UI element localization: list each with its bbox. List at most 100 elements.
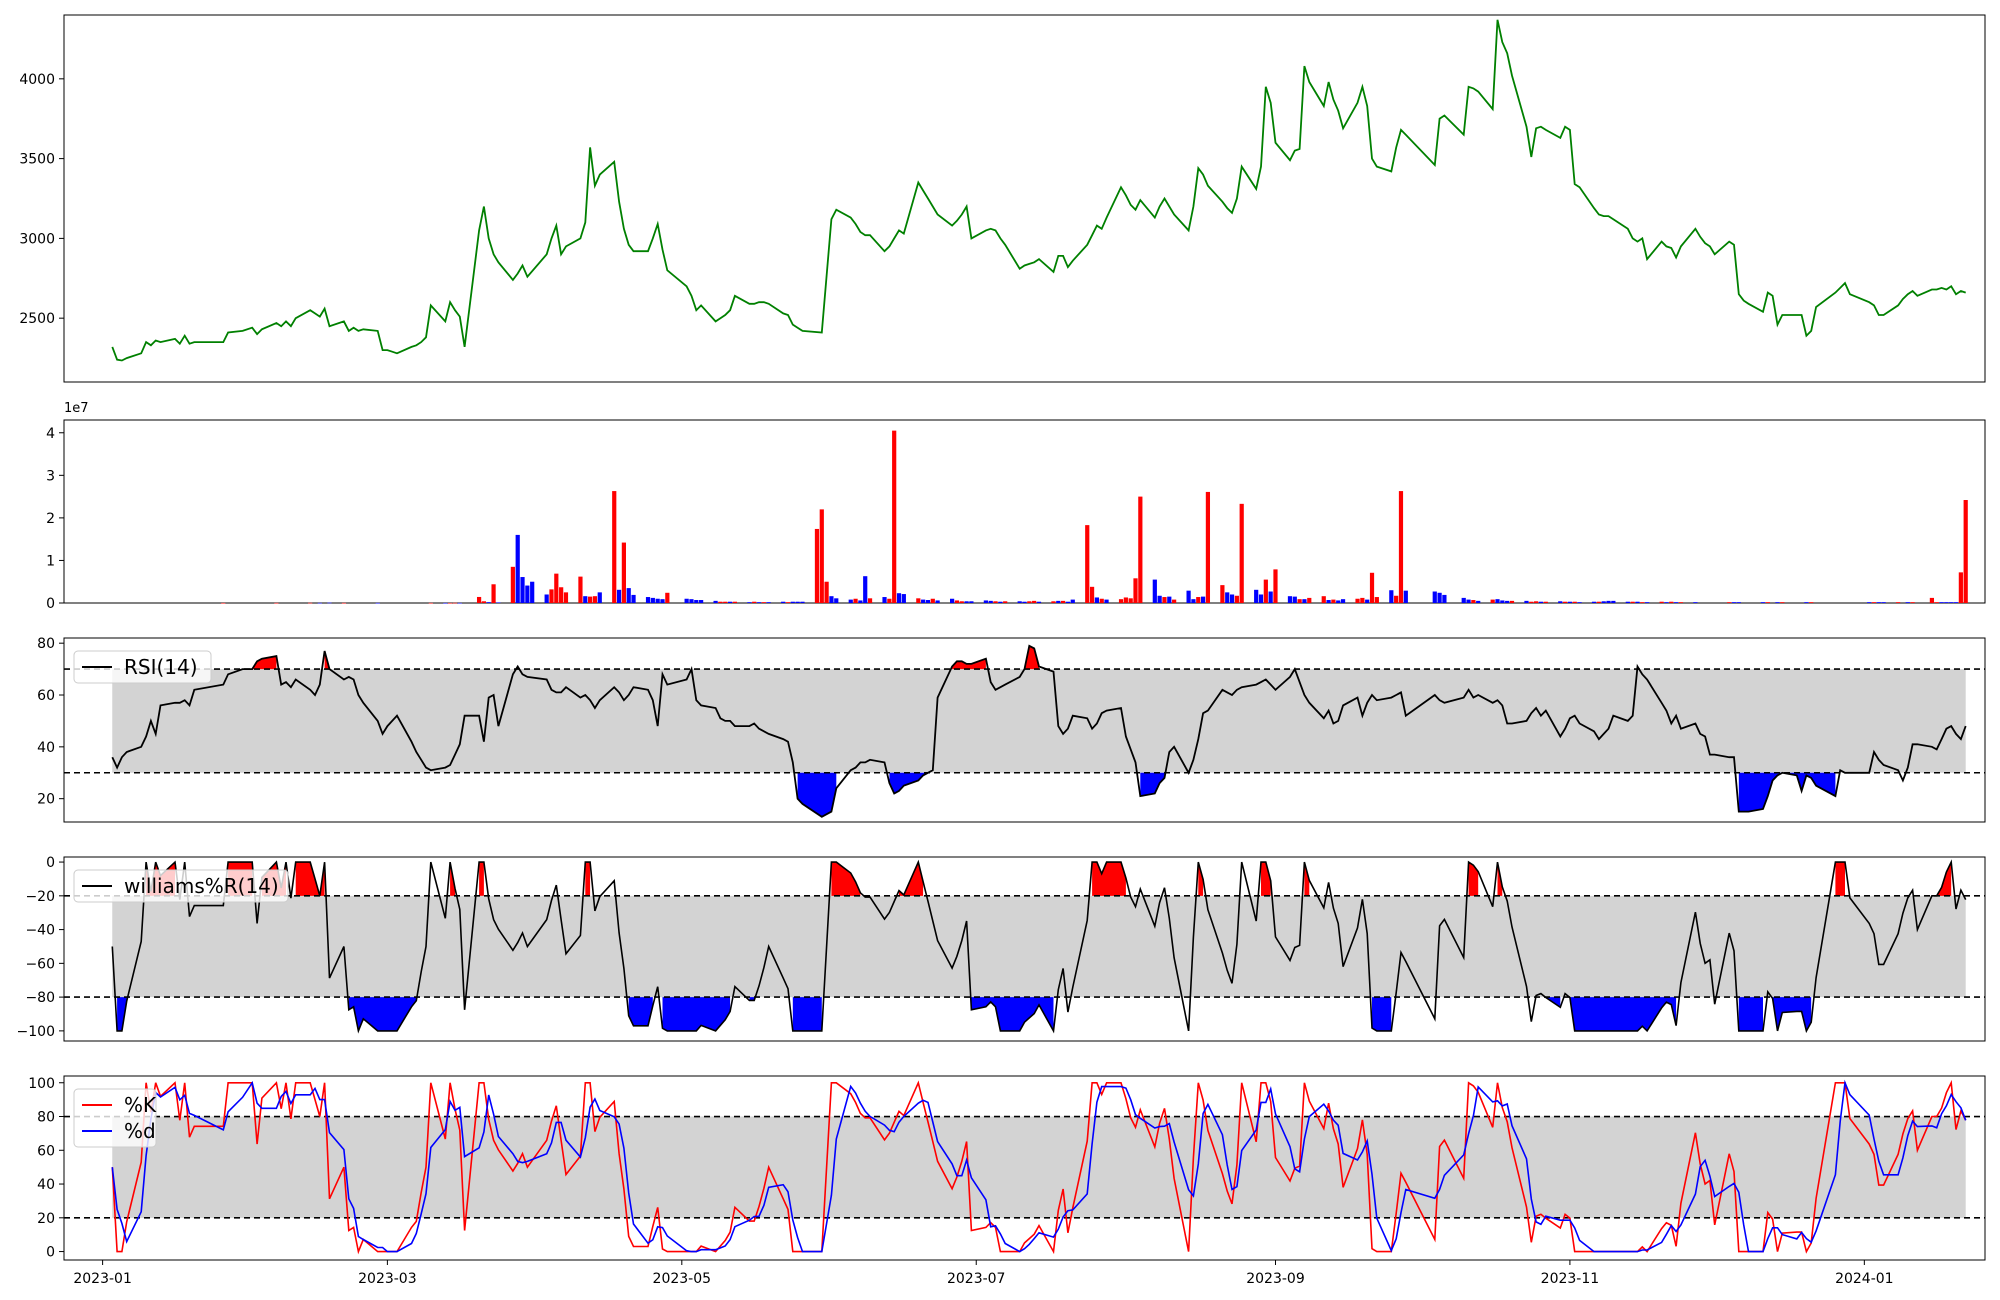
williams-oversold-fill (117, 997, 127, 1031)
volume-bar (1659, 601, 1664, 603)
volume-bar (660, 599, 665, 603)
volume-bar (1061, 600, 1066, 603)
volume-bar (1258, 594, 1264, 603)
volume-bar (896, 593, 902, 603)
volume-bar (756, 602, 762, 603)
rsi-legend-label: RSI(14) (124, 655, 198, 679)
volume-bar (1123, 597, 1128, 603)
volume-bar (1905, 602, 1910, 603)
volume-bar (544, 594, 549, 603)
volume-bar (1490, 599, 1495, 603)
volume-bar (1374, 597, 1379, 603)
xtick-label: 2023-11 (1541, 1271, 1600, 1287)
volume-bar (583, 596, 588, 603)
stochastic-legend-label: %K (124, 1093, 157, 1117)
stochastic-ytick-label: 40 (37, 1177, 55, 1193)
williams-ytick-label: −60 (25, 956, 55, 972)
williams-ytick-label: −100 (17, 1024, 55, 1040)
volume-bar (1635, 601, 1640, 603)
volume-bar (1645, 602, 1650, 603)
volume-bar (689, 599, 694, 603)
volume-bar (1669, 601, 1674, 603)
volume-bar (1809, 602, 1814, 603)
xtick-label: 2023-09 (1246, 1271, 1305, 1287)
volume-bar (1027, 601, 1032, 603)
volume-bar (530, 581, 535, 603)
volume-bar (428, 602, 433, 604)
stochastic-ytick-label: 100 (28, 1076, 55, 1092)
stochastic-d-line (111, 1079, 1967, 1253)
volume-bar (1442, 594, 1447, 603)
volume-bar (1273, 569, 1278, 603)
volume-bar (308, 602, 313, 604)
volume-bar (1939, 602, 1944, 603)
williams-axes-frame (63, 856, 1986, 1042)
volume-bar (800, 601, 805, 603)
volume-bar (732, 601, 738, 603)
volume-bar (1630, 601, 1635, 603)
volume-bar (766, 602, 771, 603)
volume-bar (1934, 602, 1939, 603)
volume-bar (858, 600, 863, 603)
williams-ytick-label: −80 (25, 990, 55, 1006)
williams-oversold-fill (1738, 997, 1763, 1031)
williams-oversold-fill (792, 997, 822, 1031)
williams-overbought-fill (1931, 862, 1952, 896)
volume-bar (718, 601, 723, 603)
volume-bar (375, 602, 380, 604)
volume-bar (341, 602, 347, 604)
volume-bar (824, 581, 829, 603)
volume-bar (1297, 599, 1302, 603)
volume-bar (930, 598, 935, 603)
volume-bar (1538, 601, 1544, 603)
volume-bar (1307, 597, 1312, 603)
volume-bar (616, 589, 622, 603)
volume-bar (983, 600, 988, 603)
volume-bar (1292, 596, 1297, 603)
volume-bar (867, 598, 873, 603)
williams-oversold-fill (1772, 997, 1812, 1031)
price-line (111, 19, 1966, 362)
volume-bar (655, 598, 660, 603)
volume-bar (887, 598, 892, 603)
volume-bar (1871, 602, 1877, 603)
price-ytick-label: 4000 (19, 72, 55, 88)
volume-bar (1760, 602, 1766, 603)
xtick-label: 2023-01 (73, 1271, 132, 1287)
volume-bar (993, 601, 998, 603)
volume-bar (1133, 578, 1138, 603)
volume-bar (829, 596, 834, 603)
volume-bar (1577, 602, 1582, 603)
volume-bar (563, 592, 569, 603)
volume-bar (1268, 591, 1273, 603)
volume-bar (1953, 602, 1959, 603)
volume-bar (481, 601, 487, 603)
williams-oversold-fill (971, 997, 1054, 1031)
volume-bar (723, 601, 728, 603)
volume-bar (1867, 602, 1872, 603)
volume-bar (819, 509, 824, 603)
rsi-ytick-label: 40 (37, 740, 55, 756)
volume-ytick-label: 4 (46, 426, 55, 442)
volume-bar (901, 594, 906, 603)
stochastic-axes-frame (63, 1075, 1986, 1261)
williams-legend-label: williams%R(14) (124, 874, 279, 898)
volume-bar (588, 596, 593, 603)
volume-bar (1321, 596, 1326, 603)
price-axes-frame (63, 14, 1986, 383)
volume-bar (848, 599, 853, 603)
volume-bar (1254, 589, 1259, 603)
volume-bar (1104, 599, 1109, 603)
volume-bar (559, 587, 564, 603)
stochastic-ytick-label: 80 (37, 1110, 55, 1126)
volume-bar (781, 601, 786, 603)
williams-overbought-fill (1304, 862, 1310, 896)
volume-bar (1896, 602, 1901, 603)
volume-bar (1032, 600, 1037, 603)
williams-overbought-fill (479, 862, 484, 896)
volume-bar (1365, 599, 1370, 603)
stochastic-ytick-label: 20 (37, 1211, 55, 1227)
volume-bar (1398, 491, 1404, 603)
volume-bar (747, 602, 752, 603)
